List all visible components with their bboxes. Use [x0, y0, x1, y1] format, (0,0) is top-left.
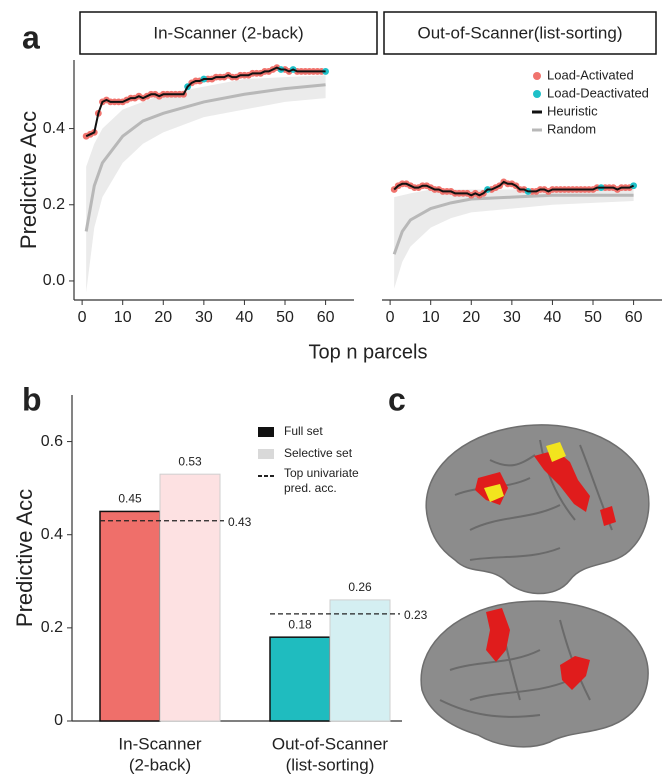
legend-marker	[533, 90, 541, 98]
x-tick-label: 40	[236, 309, 254, 326]
y-tick-label: 0.2	[41, 619, 63, 636]
reference-label: 0.23	[404, 608, 428, 622]
x-tick-label: 20	[154, 309, 172, 326]
x-axis-label: Top n parcels	[309, 341, 428, 363]
x-tick-label: Out-of-Scanner	[272, 734, 389, 753]
x-tick-label: 40	[544, 309, 562, 326]
y-tick-label: 0.2	[43, 196, 65, 213]
value-label: 0.45	[118, 492, 142, 506]
panel-label: b	[22, 381, 42, 417]
bar	[99, 510, 161, 722]
x-tick-label: 30	[195, 309, 213, 326]
activation-red	[534, 450, 590, 512]
facet-title: In-Scanner (2-back)	[153, 23, 303, 42]
value-label: 0.18	[288, 617, 312, 631]
legend-label: Selective set	[284, 446, 353, 460]
y-tick-label: 0	[54, 712, 63, 729]
series-line	[84, 83, 326, 232]
facet-title: Out-of-Scanner(list-sorting)	[417, 23, 622, 42]
legend-label: pred. acc.	[284, 481, 337, 495]
activation-red	[600, 506, 616, 526]
y-tick-label: 0.4	[41, 526, 63, 543]
legend-label: Load-Deactivated	[547, 85, 649, 100]
bar	[329, 599, 391, 722]
x-tick-label: 50	[584, 309, 602, 326]
activation-yellow	[546, 442, 566, 462]
legend-swatch	[258, 427, 274, 437]
y-axis-label: Predictive Acc	[12, 489, 37, 627]
legend-label: Full set	[284, 424, 323, 438]
activation-red	[486, 608, 510, 662]
series-line	[392, 193, 634, 255]
bar	[159, 473, 221, 722]
x-tick-label: 30	[503, 309, 521, 326]
legend-label: Heuristic	[547, 103, 598, 118]
facet-header	[383, 11, 657, 55]
x-tick-label: In-Scanner	[118, 734, 201, 753]
x-tick-label: 20	[462, 309, 480, 326]
series-line	[393, 180, 635, 197]
legend-swatch	[258, 449, 274, 459]
x-tick-label: 10	[114, 309, 132, 326]
brain-surface	[420, 600, 649, 748]
x-tick-label: 60	[317, 309, 335, 326]
activation-yellow	[484, 484, 504, 502]
panel-label: c	[388, 381, 406, 417]
brain-sulcus	[439, 614, 591, 718]
legend-label: Top univariate	[284, 466, 359, 480]
brain-medial	[420, 600, 649, 748]
y-tick-label: 0.6	[41, 433, 63, 450]
panel-label: a	[22, 19, 40, 55]
x-tick-label: 50	[276, 309, 294, 326]
series-line	[85, 66, 326, 138]
brain-lateral	[425, 424, 650, 595]
value-label: 0.26	[348, 580, 372, 594]
x-tick-label: 10	[422, 309, 440, 326]
y-axis-label: Predictive Acc	[16, 111, 41, 249]
value-label: 0.53	[178, 454, 202, 468]
random-band	[86, 75, 326, 293]
brain-surface	[425, 424, 650, 595]
x-tick-label: (list-sorting)	[286, 755, 375, 774]
x-tick-label: 0	[78, 309, 87, 326]
facet-header	[79, 11, 378, 55]
legend-marker	[533, 72, 541, 80]
x-tick-label: 0	[386, 309, 395, 326]
y-tick-label: 0.0	[43, 272, 65, 289]
bar	[269, 636, 331, 722]
legend-label: Random	[547, 121, 596, 136]
reference-label: 0.43	[228, 515, 252, 529]
x-tick-label: 60	[625, 309, 643, 326]
y-tick-label: 0.4	[43, 120, 65, 137]
activation-red	[560, 656, 590, 690]
random-band	[394, 189, 634, 289]
legend-label: Load-Activated	[547, 67, 634, 82]
x-tick-label: (2-back)	[129, 755, 191, 774]
